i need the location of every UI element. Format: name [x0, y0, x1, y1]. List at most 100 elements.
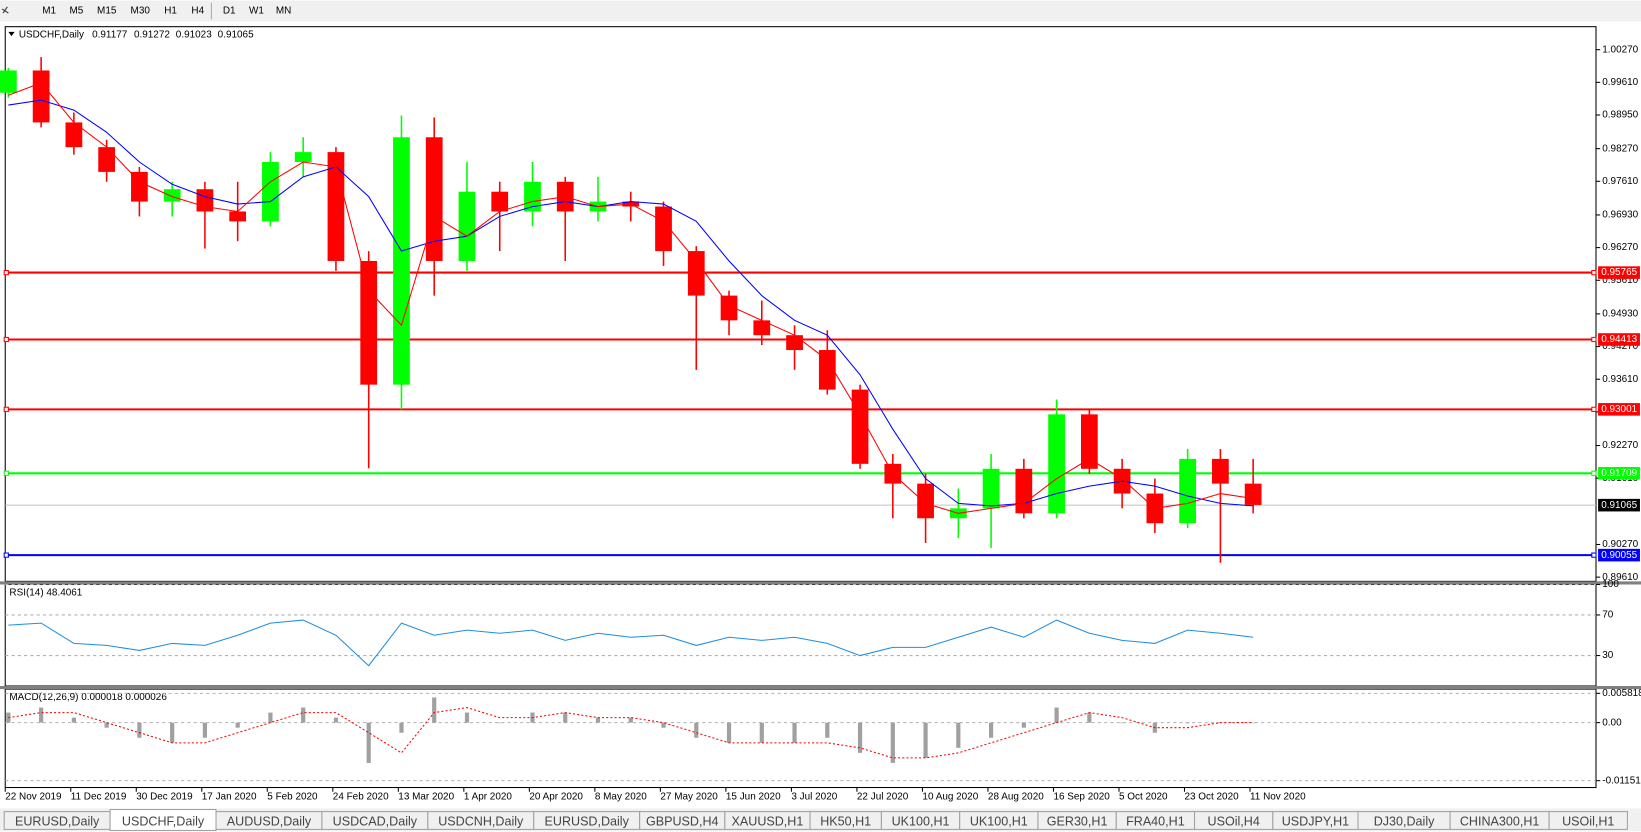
macd-bar [39, 707, 44, 723]
candle-body [524, 181, 541, 212]
toolbar-icon[interactable] [1, 6, 9, 14]
timeframe-button[interactable] [270, 2, 298, 20]
x-tick-label: 23 Oct 2020 [1184, 792, 1239, 803]
tab-label[interactable]: UK100,H1 [892, 814, 950, 828]
macd-bar [432, 697, 437, 723]
timeframe-label[interactable]: H4 [191, 6, 204, 17]
timeframe-label[interactable]: MN [276, 6, 291, 17]
tab-label[interactable]: USDJPY,H1 [1282, 814, 1349, 828]
tab-label[interactable]: GBPUSD,H4 [646, 814, 719, 828]
panel-title: MACD(12,26,9) 0.000018 0.000026 [9, 692, 167, 703]
tab-label[interactable]: XAUUSD,H1 [732, 814, 804, 828]
candle-body [655, 206, 672, 252]
timeframe-label[interactable]: M30 [131, 6, 151, 17]
tab-label[interactable]: EURUSD,Daily [545, 814, 630, 828]
price-label-bg [1598, 498, 1640, 512]
timeframe-label[interactable]: M1 [42, 6, 56, 17]
timeframe-label[interactable]: D1 [223, 6, 236, 17]
x-tick-label: 24 Feb 2020 [333, 792, 389, 803]
x-tick-label: 22 Nov 2019 [5, 792, 62, 803]
level-handle[interactable] [1591, 336, 1597, 343]
x-tick-label: 22 Jul 2020 [857, 792, 909, 803]
timeframe-button[interactable] [35, 2, 63, 20]
timeframe-label[interactable]: M5 [69, 6, 83, 17]
candle-body [1179, 458, 1197, 524]
candle-body [65, 122, 83, 148]
candle-body [1212, 458, 1229, 484]
candle-body [294, 152, 312, 163]
timeframe-button[interactable] [62, 2, 91, 20]
tab-label[interactable]: AUDUSD,Daily [227, 814, 312, 828]
y-tick-label: 0.99610 [1602, 77, 1638, 88]
candle-body [786, 335, 803, 351]
y-tick-label: 0.93610 [1602, 374, 1638, 385]
x-tick-label: 10 Aug 2020 [922, 792, 978, 803]
timeframe-label[interactable]: W1 [249, 6, 264, 17]
y-tick-label: 0.92270 [1602, 440, 1638, 451]
candle-body [0, 70, 17, 93]
timeframe-label[interactable]: M15 [97, 6, 117, 17]
price-label: 0.95765 [1601, 267, 1637, 278]
price-label-bg [1598, 548, 1640, 562]
timeframe-button[interactable] [215, 2, 243, 20]
y-tick-label: 0.00 [1602, 717, 1622, 728]
level-handle[interactable] [3, 552, 9, 558]
candle-body [917, 483, 934, 519]
y-tick-label: 0.005818 [1602, 688, 1641, 699]
macd-bar [595, 717, 601, 723]
y-tick-label: -0.011514 [1602, 775, 1641, 786]
timeframe-button[interactable] [184, 2, 212, 20]
macd-bar [563, 712, 568, 723]
candle-body [393, 137, 410, 385]
tab-label[interactable]: USOil,H1 [1562, 814, 1614, 828]
macd-bar [923, 722, 928, 758]
timeframe-button[interactable] [156, 2, 185, 20]
x-tick-label: 30 Dec 2019 [136, 792, 193, 803]
moving-average [8, 82, 1254, 514]
y-tick-label: 0.94930 [1602, 309, 1638, 320]
tab-label[interactable]: USDCHF,Daily [122, 814, 205, 828]
y-tick-label: 0.94270 [1602, 341, 1638, 352]
tab-label[interactable]: USDCAD,Daily [333, 814, 418, 828]
level-handle[interactable] [3, 470, 9, 476]
tab-label[interactable]: UK100,H1 [970, 814, 1028, 828]
level-handle[interactable] [1591, 470, 1597, 476]
macd-bar [890, 722, 895, 763]
price-label: 0.94413 [1601, 334, 1637, 345]
macd-bar [399, 722, 404, 733]
candle-body [458, 191, 476, 261]
x-tick-label: 16 Sep 2020 [1053, 792, 1110, 803]
level-handle[interactable] [3, 269, 9, 276]
panel-title: RSI(14) 48.4061 [9, 587, 82, 598]
y-tick-label: 0.96270 [1602, 242, 1638, 253]
timeframe-button[interactable] [90, 2, 124, 20]
tab-label[interactable]: CHINA300,H1 [1460, 814, 1540, 828]
macd-bar [170, 722, 175, 743]
timeframe-button[interactable] [123, 2, 157, 20]
level-handle[interactable] [1591, 552, 1597, 558]
x-tick-label: 5 Feb 2020 [267, 792, 318, 803]
tab-label[interactable]: USOil,H4 [1208, 814, 1260, 828]
tab-label[interactable]: HK50,H1 [820, 814, 871, 828]
tab-label[interactable]: GER30,H1 [1047, 814, 1108, 828]
macd-bar [759, 722, 764, 743]
tab-label[interactable]: EURUSD,Daily [15, 814, 100, 828]
tab-label[interactable]: FRA40,H1 [1126, 814, 1185, 828]
macd-bar [1120, 722, 1125, 724]
collapse-arrow [8, 31, 15, 37]
macd-bar [1087, 712, 1092, 723]
level-handle[interactable] [3, 406, 9, 412]
level-handle[interactable] [3, 336, 9, 343]
macd-bar [857, 722, 863, 753]
tab[interactable] [1548, 811, 1628, 830]
level-handle[interactable] [1591, 406, 1597, 412]
tab-label[interactable]: USDCNH,Daily [438, 814, 524, 828]
rsi-line [8, 619, 1254, 667]
timeframe-label[interactable]: H1 [164, 6, 177, 17]
candle-body [229, 211, 247, 222]
level-handle[interactable] [1591, 269, 1597, 276]
tab-label[interactable]: DJ30,Daily [1374, 814, 1435, 828]
macd-bar [694, 722, 699, 738]
timeframe-button[interactable] [242, 2, 271, 20]
